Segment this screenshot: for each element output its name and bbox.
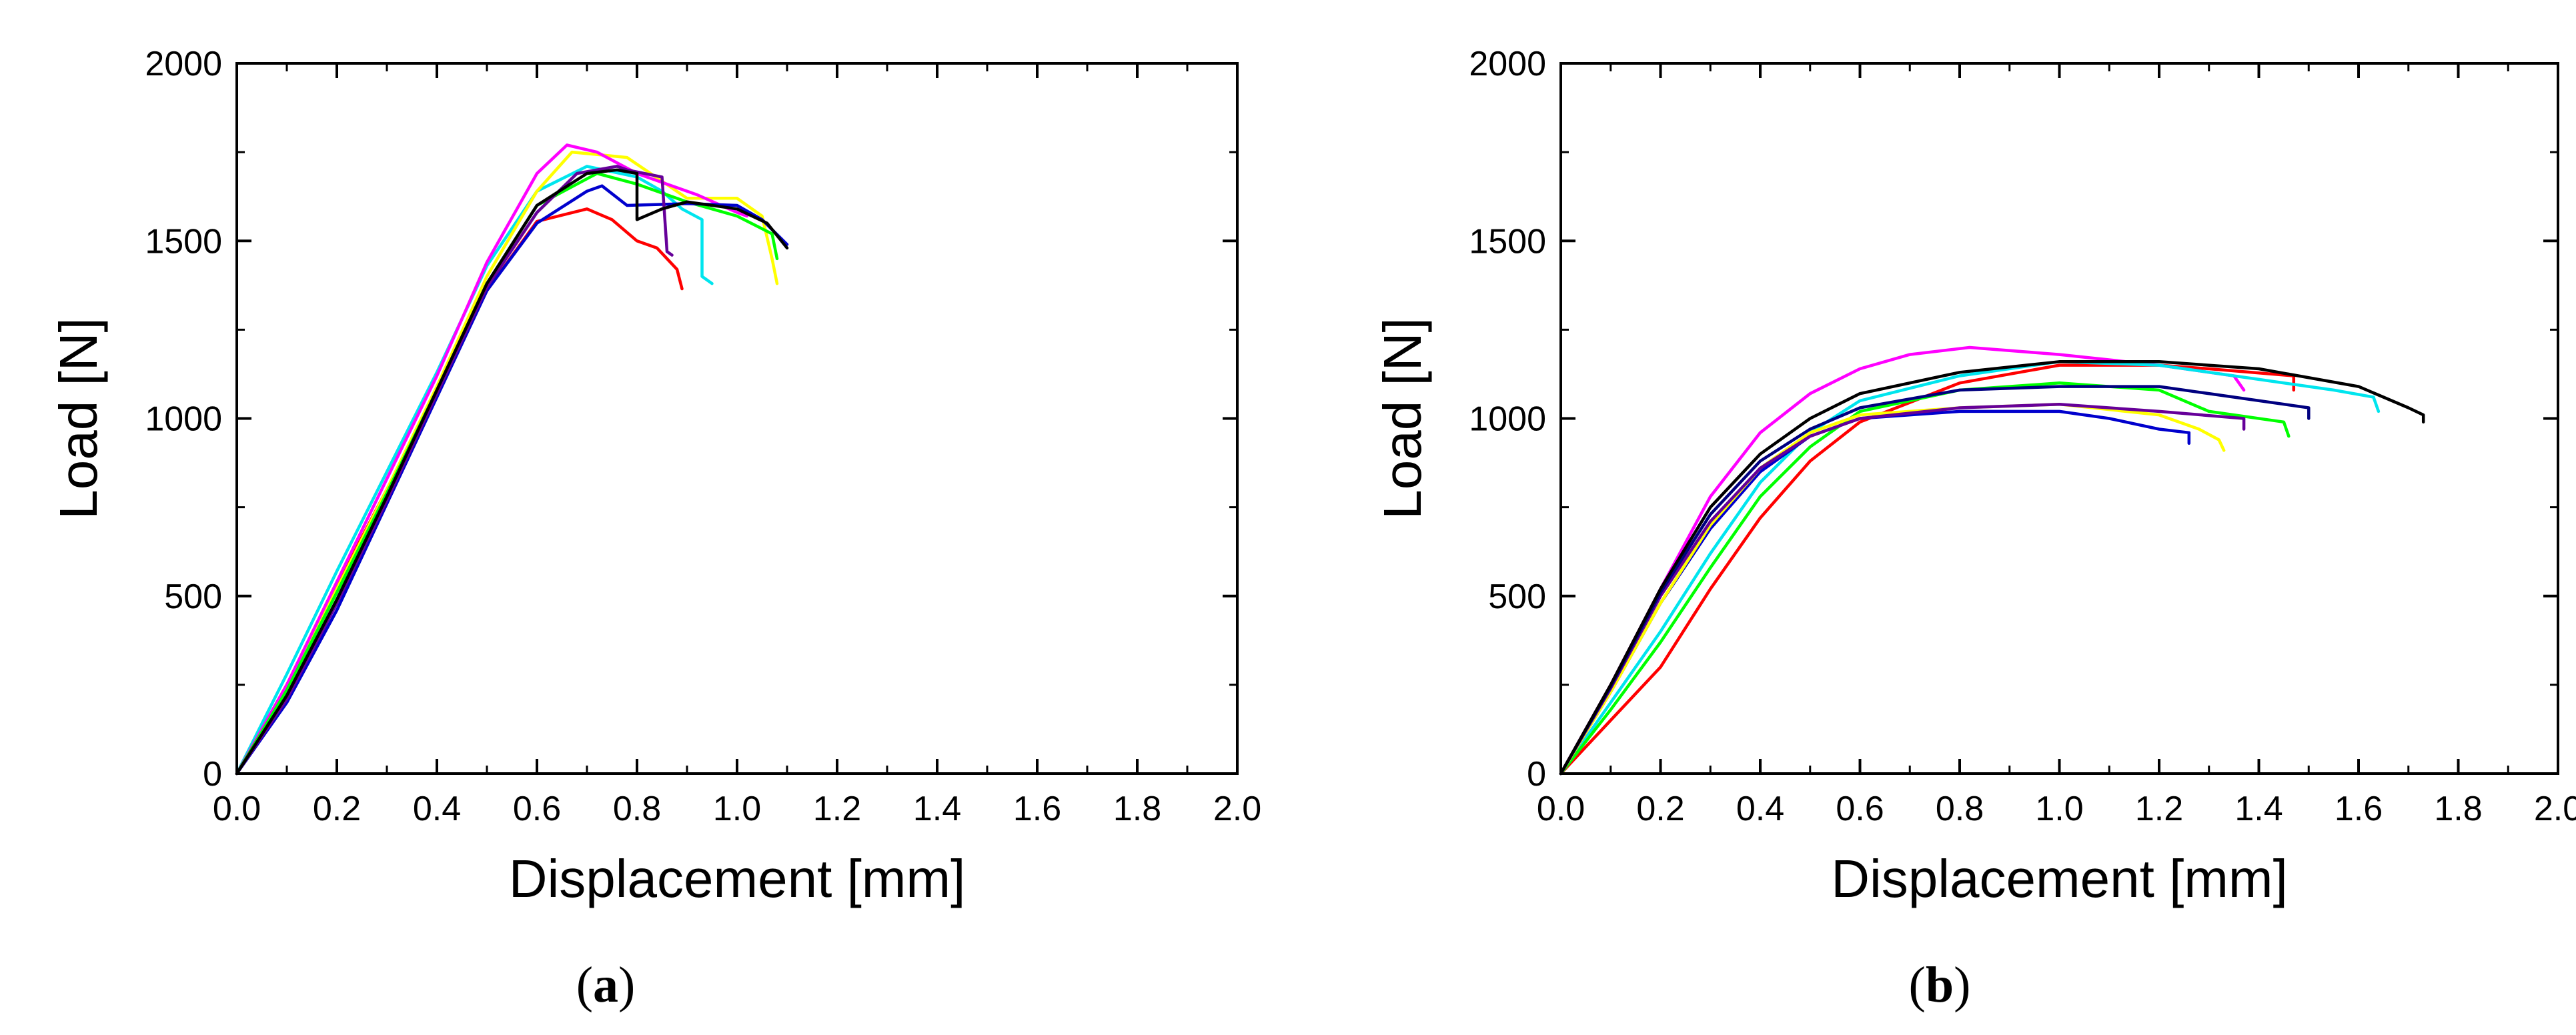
y-tick-label: 1000 [1469,400,1546,439]
series-line-red [235,207,684,776]
series-group [1559,345,2425,776]
x-tick-label: 1.4 [913,790,961,828]
y-tick-label: 1500 [145,222,222,261]
y-tick-label: 0 [203,755,222,794]
caption-a-close: ) [618,957,635,1013]
x-tick-label: 0.6 [1836,790,1884,828]
x-axis-title: Displacement [mm] [1831,849,2288,908]
x-tick-label: 0.8 [613,790,661,828]
x-tick-label: 1.0 [713,790,761,828]
series-line-magenta [235,143,749,776]
x-tick-label: 0.0 [1537,790,1585,828]
series-line-cyan [1559,360,2381,776]
x-tick-label: 1.2 [2135,790,2183,828]
chart-panel-a: 0.0 0.2 0.4 0.6 0.8 1.0 1.2 1.4 1.6 1.8 2.0 0 500 100… [49,45,1261,908]
chart-panel-b: 0.0 0.2 0.4 0.6 0.8 1.0 1.2 1.4 1.6 1.8 2.0 0 500 100… [1373,45,2576,908]
x-tick-label: 0.4 [1736,790,1784,828]
x-tick-label: 0.2 [313,790,361,828]
y-tick-label: 2000 [145,45,222,83]
series-line-green [1559,381,2291,776]
series-line-blue [235,184,789,776]
caption-b-letter: b [1926,957,1954,1013]
x-tick-label: 1.8 [2434,790,2482,828]
y-axis-title: Load [N] [1373,317,1432,519]
x-tick-label: 1.4 [2234,790,2283,828]
plot-frame [1559,62,2559,775]
series-line-yellow [235,150,779,776]
caption-a-letter: a [593,957,618,1013]
x-tick-label: 1.0 [2035,790,2083,828]
y-tick-label: 1000 [145,400,222,439]
x-tick-label: 1.2 [813,790,861,828]
y-tick-label: 1500 [1469,222,1546,261]
x-tick-label: 1.6 [1013,790,1061,828]
y-axis-title: Load [N] [49,317,108,519]
x-tick-label: 0.4 [413,790,461,828]
series-line-red [1559,363,2296,776]
caption-a-open: ( [576,957,593,1013]
y-tick-label: 2000 [1469,45,1546,83]
series-line-yellow [1559,402,2226,776]
series-line-purple [235,165,674,776]
plot-frame [235,62,1239,775]
y-tick-label: 500 [1488,578,1546,616]
x-tick-label: 2.0 [2534,790,2576,828]
x-axis-title: Displacement [mm] [509,849,966,908]
x-tick-label: 0.2 [1636,790,1684,828]
series-line-purple [1559,402,2246,776]
series-line-cyan [235,165,714,776]
series-line-black [1559,360,2425,776]
series-group [235,143,789,776]
caption-b: (b) [1909,957,1971,1013]
x-tick-label: 0.8 [1936,790,1984,828]
caption-b-close: ) [1954,957,1970,1013]
x-tick-label: 1.6 [2335,790,2383,828]
x-tick-label: 0.0 [213,790,261,828]
series-line-blue [1559,409,2191,776]
y-tick-label: 500 [164,578,222,616]
caption-b-open: ( [1909,957,1926,1013]
y-tick-label: 0 [1527,755,1546,794]
caption-a: (a) [576,957,636,1013]
series-line-black [235,168,789,776]
series-line-navy [1559,385,2311,776]
x-tick-label: 1.8 [1113,790,1161,828]
x-tick-label: 2.0 [1213,790,1261,828]
x-tick-label: 0.6 [513,790,561,828]
